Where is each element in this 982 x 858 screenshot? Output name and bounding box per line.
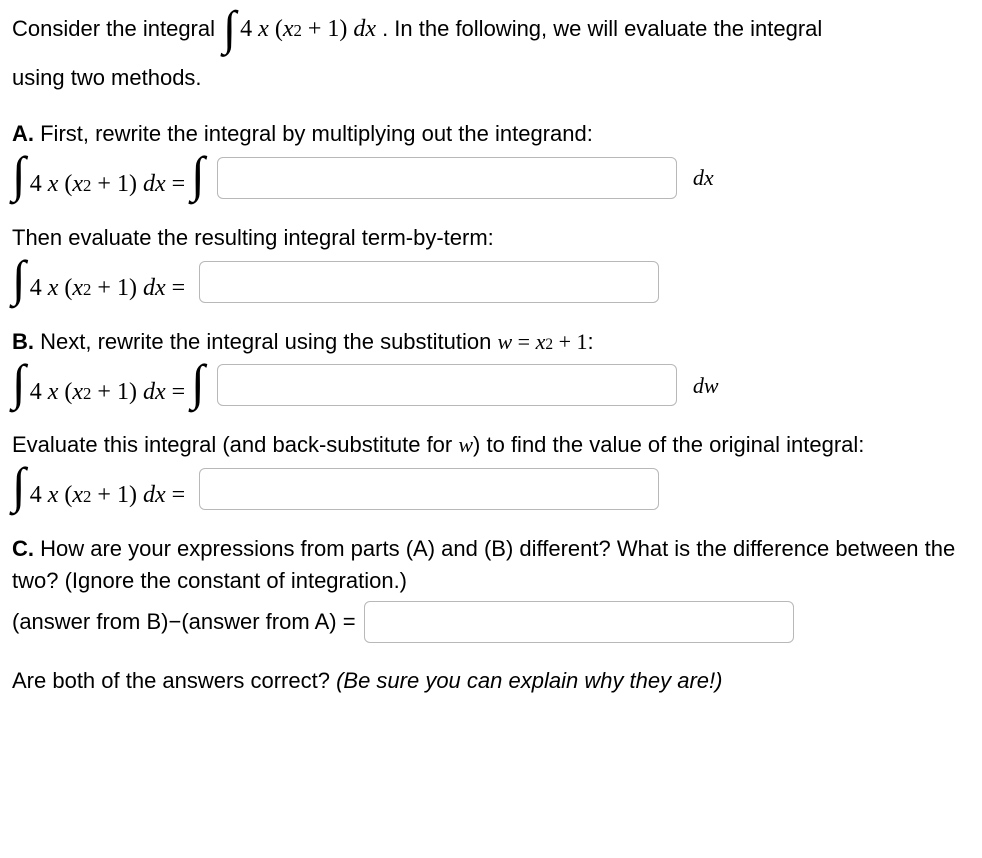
part-b-integrand-input[interactable] xyxy=(217,364,677,406)
part-c-diff-row: (answer from B)−(answer from A) = xyxy=(12,601,970,643)
part-b-substitution: w = x2 + 1 xyxy=(497,326,587,358)
part-b-eq2-row: ∫ 4 x (x2 + 1) dx = xyxy=(12,465,970,513)
part-c-diff-label: (answer from B)−(answer from A) = xyxy=(12,606,356,638)
part-c-final-q: Are both of the answers correct? (Be sur… xyxy=(12,665,970,697)
intro-suffix: . In the following, we will evaluate the… xyxy=(382,13,822,45)
part-b-dw-suffix: dw xyxy=(693,370,719,402)
integral-sign: ∫ xyxy=(12,362,30,402)
part-b-heading: B. Next, rewrite the integral using the … xyxy=(12,326,970,358)
part-b-eval-tail: ) to find the value of the original inte… xyxy=(473,432,864,457)
part-b-text-pre: Next, rewrite the integral using the sub… xyxy=(40,329,497,354)
integral-sign: ∫ xyxy=(191,154,209,194)
integral-sign: ∫ xyxy=(12,465,30,505)
part-b-label: B. xyxy=(12,329,34,354)
part-c-heading: C. How are your expressions from parts (… xyxy=(12,533,970,597)
part-a-eq2-lhs: ∫ 4 x (x2 + 1) dx = xyxy=(12,258,191,306)
part-a-result-input[interactable] xyxy=(199,261,659,303)
part-c-final-ital: (Be sure you can explain why they are!) xyxy=(336,668,722,693)
intro-line2: using two methods. xyxy=(12,62,970,94)
integral-sign: ∫ xyxy=(12,258,30,298)
part-a-eq1-lhs: ∫ 4 x (x2 + 1) dx = ∫ xyxy=(12,154,209,202)
part-a-label: A. xyxy=(12,121,34,146)
part-a-then-text: Then evaluate the resulting integral ter… xyxy=(12,222,970,254)
part-b-eq1-row: ∫ 4 x (x2 + 1) dx = ∫ dw xyxy=(12,362,970,410)
integral-sign: ∫ xyxy=(221,10,240,48)
integral-sign: ∫ xyxy=(12,154,30,194)
part-b-eval-pre: Evaluate this integral (and back-substit… xyxy=(12,432,458,457)
integral-sign: ∫ xyxy=(191,362,209,402)
intro-prefix: Consider the integral xyxy=(12,13,215,45)
part-b-eq2-lhs: ∫ 4 x (x2 + 1) dx = xyxy=(12,465,191,513)
part-b-colon: : xyxy=(587,329,593,354)
part-b-result-input[interactable] xyxy=(199,468,659,510)
intro-integral: ∫ 4 x (x2 + 1) dx xyxy=(221,10,376,48)
part-a-text: First, rewrite the integral by multiplyi… xyxy=(34,121,593,146)
part-a-heading: A. First, rewrite the integral by multip… xyxy=(12,118,970,150)
part-c-text: How are your expressions from parts (A) … xyxy=(12,536,955,593)
part-b-eval-text: Evaluate this integral (and back-substit… xyxy=(12,429,970,461)
part-c-label: C. xyxy=(12,536,34,561)
part-a-eq1-row: ∫ 4 x (x2 + 1) dx = ∫ dx xyxy=(12,154,970,202)
part-b-eq1-lhs: ∫ 4 x (x2 + 1) dx = ∫ xyxy=(12,362,209,410)
part-a-dx-suffix: dx xyxy=(693,162,714,194)
part-b-eval-w: w xyxy=(458,432,473,457)
part-c-diff-input[interactable] xyxy=(364,601,794,643)
intro-paragraph: Consider the integral ∫ 4 x (x2 + 1) dx … xyxy=(12,10,970,48)
part-c-final-pre: Are both of the answers correct? xyxy=(12,668,336,693)
part-a-integrand-input[interactable] xyxy=(217,157,677,199)
part-a-eq2-row: ∫ 4 x (x2 + 1) dx = xyxy=(12,258,970,306)
